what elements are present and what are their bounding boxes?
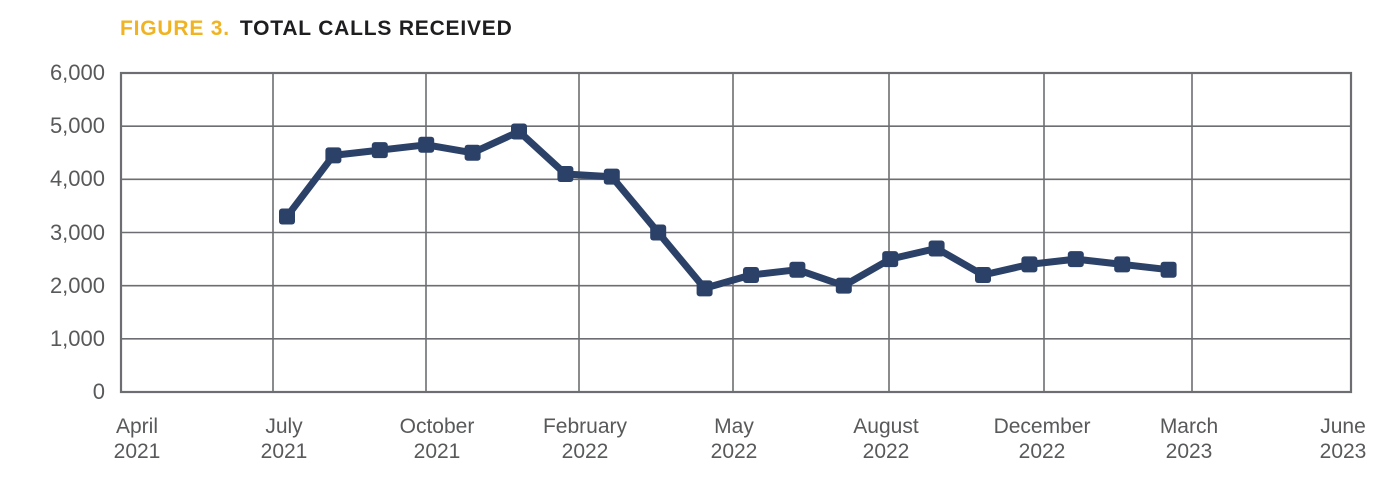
x-axis-tick-label: August 2022 xyxy=(811,414,961,464)
figure-title: FIGURE 3. TOTAL CALLS RECEIVED xyxy=(120,17,513,41)
data-point xyxy=(1160,261,1177,278)
x-tick-month: October xyxy=(399,415,475,438)
data-point xyxy=(650,224,667,241)
x-axis-tick-label: June 2023 xyxy=(1268,414,1400,464)
data-point xyxy=(1114,256,1131,273)
x-tick-month: June xyxy=(1320,415,1366,438)
data-point xyxy=(464,144,481,161)
x-tick-month: March xyxy=(1159,415,1219,438)
x-axis-tick-label: October 2021 xyxy=(362,414,512,464)
x-tick-year: 2023 xyxy=(1319,440,1367,463)
x-axis-tick-label: February 2022 xyxy=(510,414,660,464)
data-point xyxy=(279,208,295,225)
y-axis-tick-label: 2,000 xyxy=(49,272,105,298)
chart-title: TOTAL CALLS RECEIVED xyxy=(239,17,513,40)
data-point xyxy=(789,261,806,278)
x-tick-year: 2022 xyxy=(710,440,758,463)
data-point xyxy=(1021,256,1038,273)
x-tick-month: February xyxy=(542,415,628,438)
x-tick-year: 2021 xyxy=(260,440,308,463)
data-point xyxy=(325,147,342,164)
x-tick-month: April xyxy=(115,415,158,438)
x-tick-year: 2022 xyxy=(862,440,910,463)
data-point xyxy=(1067,251,1084,268)
x-tick-year: 2021 xyxy=(413,440,461,463)
y-axis-tick-label: 0 xyxy=(92,379,105,404)
y-axis-tick-label: 6,000 xyxy=(49,60,105,85)
x-tick-month: May xyxy=(714,415,754,438)
x-tick-month: July xyxy=(265,415,303,438)
y-axis-tick-label: 5,000 xyxy=(49,113,105,139)
data-point xyxy=(882,251,899,268)
x-axis-tick-label: March 2023 xyxy=(1114,414,1264,464)
x-tick-year: 2022 xyxy=(1018,440,1066,463)
data-point xyxy=(696,280,713,297)
data-point xyxy=(603,168,620,185)
x-tick-month: August xyxy=(853,415,919,438)
x-tick-year: 2021 xyxy=(113,440,161,463)
data-point xyxy=(928,240,945,257)
x-axis-tick-label: July 2021 xyxy=(209,414,359,464)
x-axis-tick-label: December 2022 xyxy=(967,414,1117,464)
x-tick-year: 2022 xyxy=(561,440,609,463)
y-axis-tick-label: 1,000 xyxy=(49,325,105,351)
y-axis-tick-label: 3,000 xyxy=(49,219,105,245)
x-tick-month: December xyxy=(993,415,1091,438)
data-point xyxy=(557,166,574,183)
plot-border xyxy=(119,71,1353,394)
data-point xyxy=(743,267,759,284)
data-point xyxy=(835,277,852,294)
data-point xyxy=(371,142,388,159)
x-axis-tick-label: May 2022 xyxy=(659,414,809,464)
x-axis-tick-label: April 2021 xyxy=(62,414,212,464)
data-point xyxy=(511,123,527,140)
x-tick-year: 2023 xyxy=(1165,440,1213,463)
data-point xyxy=(418,136,435,153)
y-axis-tick-label: 4,000 xyxy=(49,166,105,192)
figure-number-label: FIGURE 3. xyxy=(120,17,230,40)
data-point xyxy=(975,267,991,284)
